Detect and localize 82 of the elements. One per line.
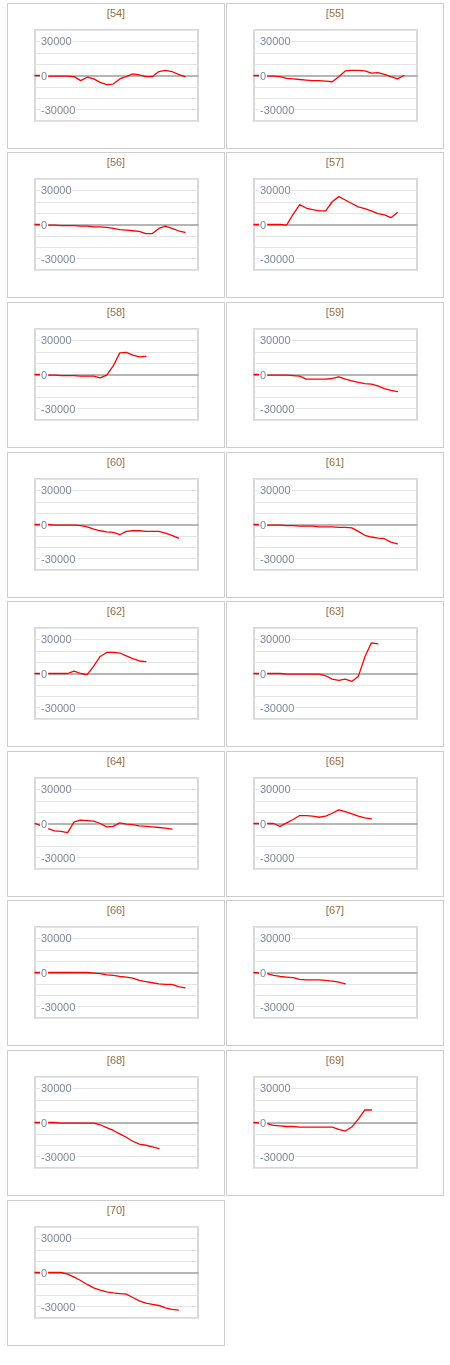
y-tick-label: -30000 [259,252,294,265]
y-tick-label: 30000 [41,932,72,945]
chart-title: [57] [325,155,344,168]
line-series [252,808,372,827]
chart-title: [70] [106,1203,126,1215]
chart-title: [66] [106,903,126,916]
chart-title: [59] [325,305,344,318]
y-tick-label: 30000 [259,932,291,945]
y-tick-label: -30000 [41,552,76,565]
line-series [34,819,173,833]
y-tick-label: 0 [259,667,266,680]
y-tick-label: -30000 [41,402,76,415]
y-tick-label: 30000 [259,334,291,347]
y-tick-label: 0 [259,966,266,979]
y-tick-label: 0 [259,1116,266,1129]
y-tick-label: 0 [41,69,48,82]
y-tick-label: 30000 [41,1082,72,1095]
chart-title: [55] [325,6,344,19]
y-tick-label: 30000 [41,35,72,48]
y-tick-label: -30000 [41,851,76,864]
line-series [34,523,180,539]
y-tick-label: 0 [41,667,48,680]
y-tick-label: 0 [259,817,266,830]
y-tick-label: -30000 [41,252,76,265]
y-tick-label: 0 [41,218,48,231]
chart-title: [68] [106,1053,126,1066]
y-tick-label: 0 [259,368,266,381]
y-tick-label: 30000 [41,633,72,646]
chart-title: [58] [106,305,126,318]
y-tick-label: 0 [259,69,266,82]
y-tick-label: 0 [41,966,48,979]
y-tick-label: -30000 [259,552,294,565]
y-tick-label: 30000 [259,633,291,646]
y-tick-label: -30000 [259,1000,294,1013]
chart-title: [56] [106,155,126,168]
y-tick-label: 30000 [259,483,291,496]
line-series [252,1109,372,1132]
chart-title: [62] [106,604,126,617]
line-series [252,642,379,683]
line-series [252,523,398,544]
line-series [252,373,398,393]
y-tick-label: 30000 [259,783,291,796]
y-tick-label: -30000 [259,103,294,116]
y-tick-label: -30000 [41,1000,76,1013]
y-tick-label: 30000 [41,184,72,197]
y-tick-label: 30000 [41,334,72,347]
y-tick-label: -30000 [259,701,294,714]
y-tick-label: 0 [41,1116,48,1129]
y-tick-label: 30000 [259,184,291,197]
y-tick-label: -30000 [259,402,294,415]
y-tick-label: 0 [41,1266,48,1278]
line-series [34,1121,160,1150]
line-series [34,651,147,676]
line-series [34,69,186,85]
chart-title: [54] [106,6,126,19]
line-series [252,196,398,227]
y-tick-label: 30000 [41,1231,72,1244]
line-series [34,351,147,379]
y-tick-label: 0 [41,518,48,530]
y-tick-label: 0 [41,368,48,381]
y-tick-label: 0 [259,218,266,231]
y-tick-label: 30000 [41,483,72,496]
y-tick-label: 0 [41,817,48,830]
y-tick-label: 30000 [41,783,72,796]
line-series [34,1271,180,1311]
y-tick-label: -30000 [259,1150,294,1163]
chart-title: [69] [325,1053,344,1066]
y-tick-label: 0 [259,518,266,530]
chart-title: [61] [325,455,344,467]
chart-title: [67] [325,903,344,916]
y-tick-label: 30000 [259,1082,291,1095]
chart-title: [63] [325,604,344,617]
chart-title: [64] [106,754,126,767]
y-tick-label: -30000 [41,1300,76,1313]
line-series [252,69,405,83]
y-tick-label: -30000 [41,701,76,714]
chart-title: [60] [106,455,126,467]
y-tick-label: -30000 [41,1150,76,1163]
chart-title: [65] [325,754,344,767]
y-tick-label: 30000 [259,35,291,48]
y-tick-label: -30000 [259,851,294,864]
y-tick-label: -30000 [41,103,76,116]
